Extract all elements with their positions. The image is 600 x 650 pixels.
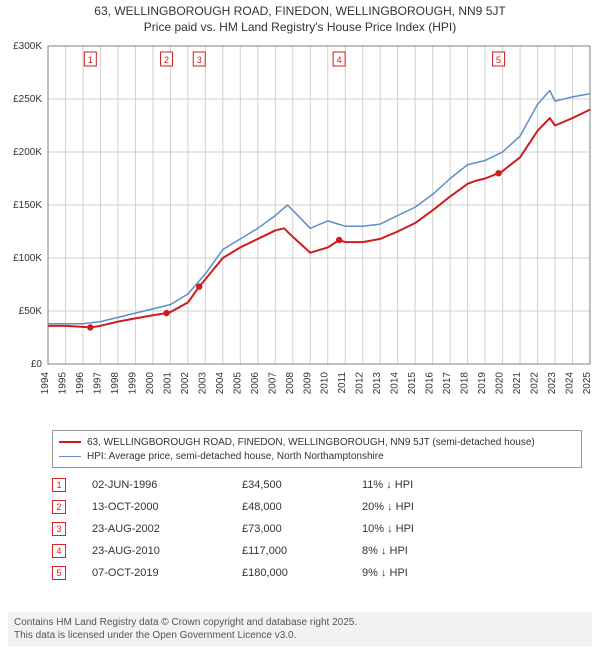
legend-label: HPI: Average price, semi-detached house,… — [87, 451, 384, 462]
sale-marker-badge: 5 — [52, 566, 66, 580]
legend-item: 63, WELLINGBOROUGH ROAD, FINEDON, WELLIN… — [59, 435, 575, 449]
sale-price: £117,000 — [242, 545, 362, 557]
svg-text:2017: 2017 — [442, 372, 453, 395]
svg-text:2007: 2007 — [267, 372, 278, 395]
svg-text:£250K: £250K — [13, 94, 42, 105]
svg-text:2025: 2025 — [582, 372, 593, 395]
svg-text:5: 5 — [496, 55, 501, 65]
sale-marker-badge: 3 — [52, 522, 66, 536]
svg-text:1: 1 — [88, 55, 93, 65]
legend: 63, WELLINGBOROUGH ROAD, FINEDON, WELLIN… — [52, 430, 582, 468]
sale-delta: 20% ↓ HPI — [362, 501, 482, 513]
sale-marker-badge: 1 — [52, 478, 66, 492]
sale-delta: 9% ↓ HPI — [362, 567, 482, 579]
svg-text:1996: 1996 — [75, 372, 86, 395]
sales-row: 2 13-OCT-2000£48,00020% ↓ HPI — [52, 496, 582, 518]
svg-text:2015: 2015 — [407, 372, 418, 395]
sales-row: 4 23-AUG-2010£117,0008% ↓ HPI — [52, 540, 582, 562]
svg-text:2016: 2016 — [425, 372, 436, 395]
legend-item: HPI: Average price, semi-detached house,… — [59, 449, 575, 463]
svg-text:2005: 2005 — [232, 372, 243, 395]
sales-table: 1 02-JUN-1996£34,50011% ↓ HPI 2 13-OCT-2000… — [52, 474, 582, 584]
legend-label: 63, WELLINGBOROUGH ROAD, FINEDON, WELLIN… — [87, 437, 535, 448]
svg-text:3: 3 — [197, 55, 202, 65]
svg-text:2: 2 — [164, 55, 169, 65]
svg-text:£100K: £100K — [13, 253, 42, 264]
legend-swatch — [59, 456, 81, 457]
svg-text:2004: 2004 — [215, 372, 226, 395]
sale-price: £34,500 — [242, 479, 362, 491]
svg-text:£0: £0 — [31, 359, 43, 370]
svg-text:2013: 2013 — [372, 372, 383, 395]
svg-text:1997: 1997 — [92, 372, 103, 395]
chart-area: £0 £50K £100K £150K £200K £250K £300K 1994 1995 1… — [0, 38, 600, 418]
svg-text:1998: 1998 — [110, 372, 121, 395]
legend-swatch — [59, 441, 81, 443]
svg-text:2010: 2010 — [320, 372, 331, 395]
sale-delta: 8% ↓ HPI — [362, 545, 482, 557]
svg-text:2001: 2001 — [162, 372, 173, 395]
svg-text:2024: 2024 — [565, 372, 576, 395]
svg-text:4: 4 — [337, 55, 342, 65]
svg-text:2006: 2006 — [250, 372, 261, 395]
sale-marker-badge: 2 — [52, 500, 66, 514]
svg-text:2000: 2000 — [145, 372, 156, 395]
sale-date: 02-JUN-1996 — [92, 479, 242, 491]
svg-text:2002: 2002 — [180, 372, 191, 395]
svg-text:2008: 2008 — [285, 372, 296, 395]
chart-subtitle: Price paid vs. HM Land Registry's House … — [0, 20, 600, 34]
sale-price: £73,000 — [242, 523, 362, 535]
sales-row: 1 02-JUN-1996£34,50011% ↓ HPI — [52, 474, 582, 496]
svg-text:2023: 2023 — [547, 372, 558, 395]
sale-date: 07-OCT-2019 — [92, 567, 242, 579]
footer-licence: Contains HM Land Registry data © Crown c… — [8, 612, 592, 646]
footer-line-1: Contains HM Land Registry data © Crown c… — [14, 616, 586, 629]
svg-text:2022: 2022 — [530, 372, 541, 395]
sale-date: 23-AUG-2010 — [92, 545, 242, 557]
svg-text:2011: 2011 — [337, 372, 348, 394]
sale-delta: 11% ↓ HPI — [362, 479, 482, 491]
sale-price: £180,000 — [242, 567, 362, 579]
svg-text:2009: 2009 — [302, 372, 313, 395]
svg-text:£150K: £150K — [13, 200, 42, 211]
svg-text:2018: 2018 — [460, 372, 471, 395]
sale-date: 13-OCT-2000 — [92, 501, 242, 513]
footer-line-2: This data is licensed under the Open Gov… — [14, 629, 586, 642]
svg-text:1994: 1994 — [40, 372, 51, 395]
sales-row: 3 23-AUG-2002£73,00010% ↓ HPI — [52, 518, 582, 540]
svg-text:£50K: £50K — [19, 306, 43, 317]
chart-title: 63, WELLINGBOROUGH ROAD, FINEDON, WELLIN… — [0, 4, 600, 18]
sale-marker-badge: 4 — [52, 544, 66, 558]
svg-text:1999: 1999 — [127, 372, 138, 395]
sale-date: 23-AUG-2002 — [92, 523, 242, 535]
sale-delta: 10% ↓ HPI — [362, 523, 482, 535]
sale-price: £48,000 — [242, 501, 362, 513]
svg-text:2021: 2021 — [512, 372, 523, 395]
price-chart-svg: £0 £50K £100K £150K £200K £250K £300K 1994 1995 1… — [0, 38, 600, 418]
svg-text:£300K: £300K — [13, 41, 42, 52]
svg-text:2014: 2014 — [390, 372, 401, 395]
svg-text:2012: 2012 — [355, 372, 366, 395]
svg-text:2003: 2003 — [197, 372, 208, 395]
svg-text:£200K: £200K — [13, 147, 42, 158]
svg-text:2019: 2019 — [477, 372, 488, 395]
sales-row: 5 07-OCT-2019£180,0009% ↓ HPI — [52, 562, 582, 584]
svg-text:2020: 2020 — [495, 372, 506, 395]
svg-text:1995: 1995 — [57, 372, 68, 395]
